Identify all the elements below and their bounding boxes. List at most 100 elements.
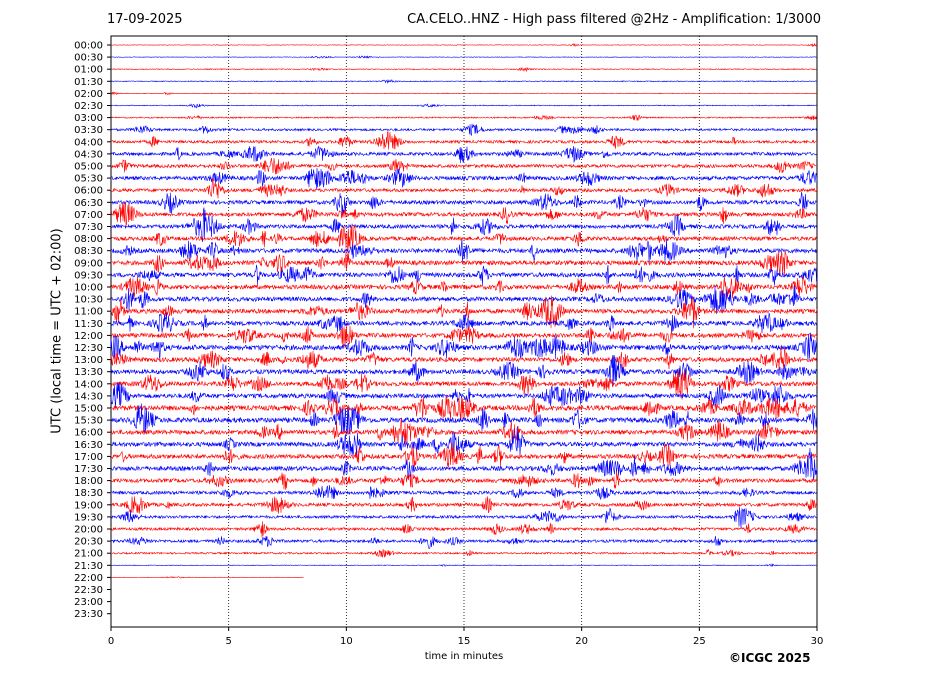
plot-date: 17-09-2025 [107, 12, 183, 27]
trace-0900 [110, 250, 818, 277]
trace-1700 [110, 442, 818, 468]
y-tick-label: 15:30 [74, 416, 103, 427]
y-tick-label: 02:30 [74, 101, 103, 112]
y-tick-label: 18:30 [74, 488, 103, 499]
copyright-notice: ©ICGC 2025 [729, 651, 811, 665]
trace-1430 [110, 382, 818, 409]
trace-0630 [110, 192, 818, 216]
y-tick-label: 12:30 [74, 343, 103, 354]
x-tick-label: 0 [108, 636, 114, 647]
y-tick-label: 03:30 [74, 125, 103, 136]
trace-1230 [110, 332, 818, 361]
y-tick-label: 07:30 [74, 222, 103, 233]
trace-2000 [110, 521, 818, 538]
y-tick-label: 09:30 [74, 270, 103, 281]
y-tick-label: 22:00 [74, 573, 103, 584]
y-tick-label: 19:00 [74, 500, 103, 511]
seismic-traces [110, 42, 818, 579]
trace-0200 [110, 91, 818, 96]
trace-1630 [110, 426, 818, 457]
trace-0400 [110, 130, 818, 150]
y-tick-label: 14:00 [74, 379, 103, 390]
y-tick-label: 06:30 [74, 198, 103, 209]
y-tick-label: 13:30 [74, 367, 103, 378]
y-tick-label: 10:30 [74, 295, 103, 306]
y-tick-label: 22:30 [74, 585, 103, 596]
y-tick-label: 14:30 [74, 391, 103, 402]
trace-0230 [110, 103, 818, 109]
y-tick-label: 00:00 [74, 41, 103, 52]
trace-1800 [110, 471, 818, 490]
y-tick-label: 05:30 [74, 174, 103, 185]
y-tick-label: 04:30 [74, 149, 103, 160]
y-tick-label: 15:00 [74, 404, 103, 415]
x-axis-label: time in minutes [424, 651, 504, 662]
y-tick-label: 08:00 [74, 234, 103, 245]
y-tick-label: 07:00 [74, 210, 103, 221]
y-tick-label: 23:00 [74, 597, 103, 608]
y-tick-label: 18:00 [74, 476, 103, 487]
trace-1300 [110, 345, 818, 371]
x-tick-label: 5 [225, 636, 231, 647]
trace-0130 [110, 79, 818, 84]
trace-1600 [110, 417, 818, 446]
y-tick-label: 06:00 [74, 186, 103, 197]
y-tick-label: 04:00 [74, 137, 103, 148]
y-tick-label: 23:30 [74, 609, 103, 620]
y-tick-label: 17:30 [74, 464, 103, 475]
y-axis-label: UTC (local time = UTC + 02:00) [49, 228, 65, 434]
y-tick-label: 00:30 [74, 53, 103, 64]
x-axis: 0 5 10 15 20 25 30 [108, 627, 824, 647]
y-tick-label: 08:30 [74, 246, 103, 257]
trace-0830 [110, 238, 818, 263]
trace-1830 [110, 485, 818, 501]
y-axis: 00:0000:3001:0001:3002:0002:3003:0003:30… [74, 41, 111, 620]
trace-1500 [110, 395, 818, 420]
trace-1130 [110, 313, 818, 334]
trace-0930 [110, 264, 818, 286]
y-tick-label: 01:00 [74, 65, 103, 76]
trace-0330 [110, 123, 818, 136]
trace-0700 [110, 202, 818, 227]
trace-1030 [110, 285, 818, 315]
x-tick-label: 30 [811, 636, 824, 647]
trace-1400 [110, 369, 818, 400]
trace-1900 [110, 496, 818, 514]
y-tick-label: 19:30 [74, 512, 103, 523]
trace-2100 [110, 548, 818, 558]
x-tick-label: 10 [340, 636, 353, 647]
y-tick-label: 05:00 [74, 162, 103, 173]
trace-0600 [110, 178, 818, 199]
x-tick-label: 15 [458, 636, 471, 647]
y-tick-label: 02:00 [74, 89, 103, 100]
y-tick-label: 17:00 [74, 452, 103, 463]
y-tick-label: 12:00 [74, 331, 103, 342]
y-tick-label: 21:30 [74, 561, 103, 572]
trace-1100 [110, 295, 818, 329]
trace-2130 [110, 562, 818, 568]
y-tick-label: 09:00 [74, 258, 103, 269]
trace-1200 [110, 324, 818, 349]
plot-frame [110, 35, 818, 628]
trace-0030 [110, 55, 818, 59]
trace-1000 [110, 276, 818, 300]
y-tick-label: 10:00 [74, 283, 103, 294]
trace-0000 [110, 42, 818, 48]
trace-0300 [110, 114, 818, 121]
y-tick-label: 11:00 [74, 307, 103, 318]
trace-1530 [110, 403, 818, 436]
y-tick-label: 21:00 [74, 549, 103, 560]
plot-title: CA.CELO..HNZ - High pass filtered @2Hz -… [407, 12, 821, 27]
y-tick-label: 01:30 [74, 77, 103, 88]
trace-1930 [110, 507, 818, 529]
trace-2200 [110, 576, 304, 579]
trace-0430 [110, 145, 818, 164]
x-tick-label: 20 [575, 636, 588, 647]
y-tick-label: 20:00 [74, 525, 103, 536]
trace-1330 [110, 355, 818, 387]
x-gridlines [228, 36, 700, 627]
trace-0500 [110, 157, 818, 175]
trace-0800 [110, 223, 818, 255]
y-tick-label: 16:00 [74, 428, 103, 439]
